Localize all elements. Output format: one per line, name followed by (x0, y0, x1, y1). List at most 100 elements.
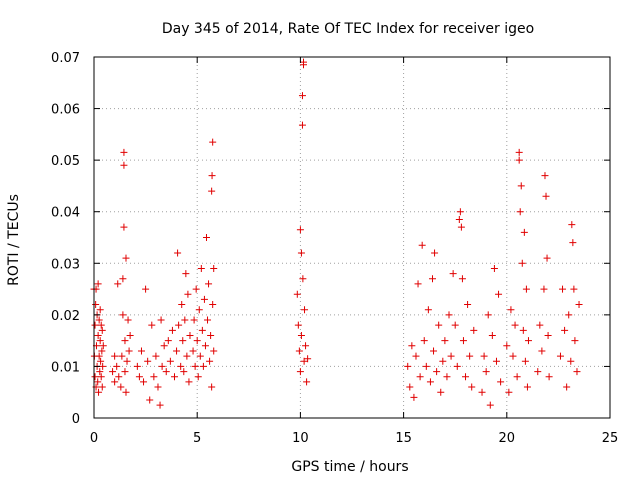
data-point (95, 388, 103, 396)
data-point (466, 352, 474, 360)
data-point (99, 362, 107, 370)
data-point (569, 239, 577, 247)
data-point (293, 290, 301, 298)
data-point (120, 223, 128, 231)
data-point (570, 285, 578, 293)
data-point (441, 337, 449, 345)
data-point (430, 347, 438, 355)
y-tick-label: 0.03 (51, 257, 80, 272)
data-point (111, 378, 119, 386)
data-point (462, 373, 470, 381)
data-point (122, 388, 130, 396)
data-point (443, 373, 451, 381)
data-point (544, 331, 552, 339)
data-point (561, 326, 569, 334)
axis-tick-labels: 0 5 10 15 20 25 0 0.01 0.02 0.03 0.04 0.05 0.06 0.07 (51, 51, 618, 446)
data-point (447, 352, 455, 360)
data-point (148, 321, 156, 329)
data-point (200, 295, 208, 303)
data-point (300, 357, 308, 365)
data-point (191, 362, 199, 370)
data-point (208, 383, 216, 391)
data-point (404, 362, 412, 370)
data-point (406, 383, 414, 391)
data-point (420, 337, 428, 345)
grid-lines (94, 57, 610, 418)
data-point (183, 352, 191, 360)
data-point (186, 331, 194, 339)
data-point (503, 342, 511, 350)
data-point (416, 373, 424, 381)
data-point (538, 347, 546, 355)
data-point (435, 321, 443, 329)
data-point (455, 215, 463, 223)
data-point (304, 355, 312, 363)
data-point (175, 321, 183, 329)
data-point (189, 347, 197, 355)
data-point (457, 223, 465, 231)
data-point (120, 148, 128, 156)
data-point (521, 357, 529, 365)
data-point (95, 352, 103, 360)
data-point (294, 321, 302, 329)
data-point (144, 357, 152, 365)
data-point (299, 58, 307, 66)
x-tick-label: 25 (602, 431, 619, 446)
data-point (486, 401, 494, 409)
data-point (91, 373, 99, 381)
data-point (152, 352, 160, 360)
data-point (125, 347, 133, 355)
data-point (99, 342, 107, 350)
data-point (98, 326, 106, 334)
data-point (119, 275, 127, 283)
data-point (410, 393, 418, 401)
data-point (299, 275, 307, 283)
data-point (97, 373, 105, 381)
axis-ticks (93, 56, 611, 419)
data-point (484, 311, 492, 319)
data-point (174, 249, 182, 257)
y-tick-label: 0.07 (51, 51, 80, 66)
data-point (122, 254, 130, 262)
data-point (95, 316, 103, 324)
data-point (115, 373, 123, 381)
data-point (96, 368, 104, 376)
data-point (96, 337, 104, 345)
data-point (303, 378, 311, 386)
data-point (157, 316, 165, 324)
data-point (541, 172, 549, 180)
data-point (459, 337, 467, 345)
data-point (468, 383, 476, 391)
data-point (470, 326, 478, 334)
data-point (296, 226, 304, 234)
data-point (166, 357, 174, 365)
data-point (509, 352, 517, 360)
y-tick-label: 0.06 (51, 103, 80, 118)
data-point (563, 383, 571, 391)
data-point (542, 192, 550, 200)
data-point (178, 301, 186, 309)
data-point (520, 228, 528, 236)
data-point (424, 306, 432, 314)
data-point (296, 368, 304, 376)
data-point (519, 326, 527, 334)
data-point (124, 316, 132, 324)
x-tick-label: 10 (292, 431, 309, 446)
data-point (516, 208, 524, 216)
data-point (437, 388, 445, 396)
data-point (507, 306, 515, 314)
data-point (515, 156, 523, 164)
data-point (113, 362, 121, 370)
y-axis-label: ROTI / TECUs (6, 194, 22, 286)
data-point (565, 311, 573, 319)
data-point (488, 331, 496, 339)
data-point (96, 306, 104, 314)
data-point (482, 368, 490, 376)
data-point (140, 378, 148, 386)
data-point (98, 347, 106, 355)
data-point (210, 347, 218, 355)
data-point (119, 311, 127, 319)
data-point (543, 254, 551, 262)
data-point (567, 357, 575, 365)
data-point (196, 352, 204, 360)
